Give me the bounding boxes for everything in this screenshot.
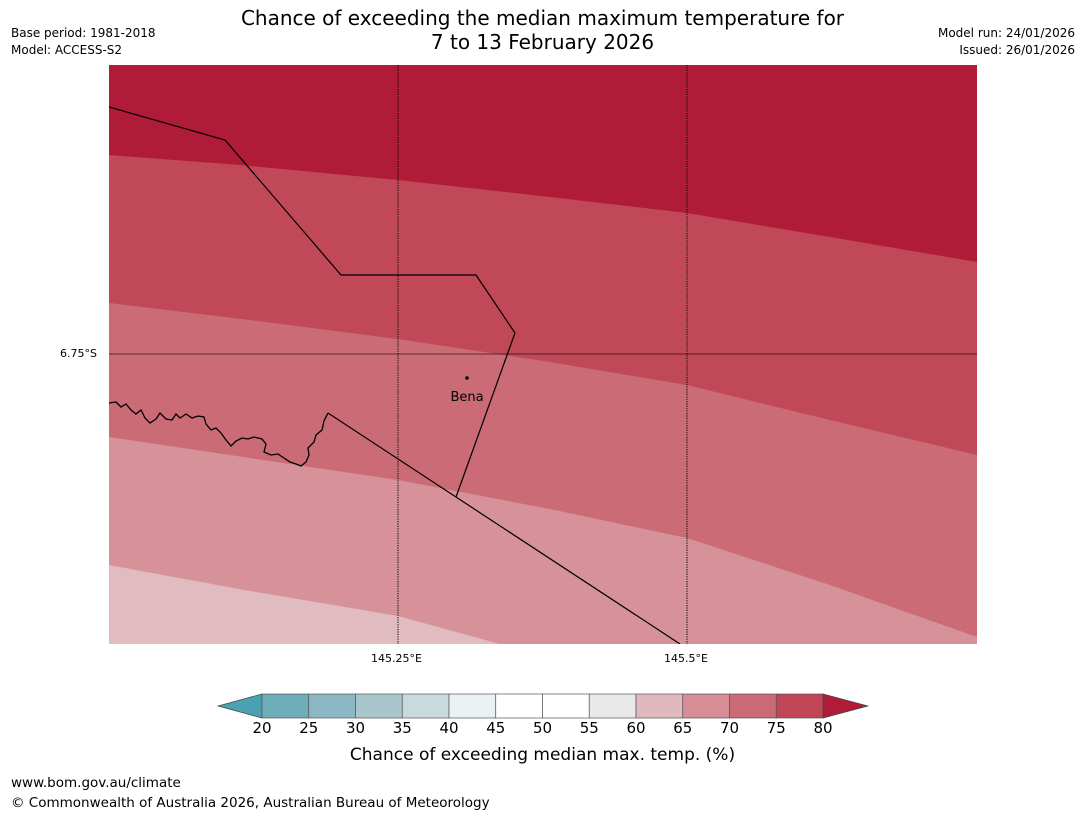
- footer-url: www.bom.gov.au/climate: [11, 775, 181, 791]
- colorbar-tick-40: 40: [439, 719, 459, 737]
- colorbar-tick-20: 20: [252, 719, 272, 737]
- colorbar-tick-60: 60: [626, 719, 646, 737]
- colorbar-tick-70: 70: [719, 719, 740, 737]
- band-65: [109, 437, 977, 644]
- province-border: [109, 106, 516, 498]
- colorbar-ticks: 20 25 30 35 40 45 50 55 60 65 70 75 80: [0, 719, 1085, 739]
- map-title: Chance of exceeding the median maximum t…: [0, 6, 1085, 54]
- colorbar-tick-80: 80: [813, 719, 833, 737]
- colorbar-tick-55: 55: [579, 719, 599, 737]
- province-border-south: [327, 412, 681, 644]
- longitude-label-145-5: 145.5°E: [664, 652, 708, 665]
- river-boundary: [109, 401, 329, 467]
- bena-label: Bena: [450, 390, 483, 405]
- metadata-left: Base period: 1981-2018 Model: ACCESS-S2: [11, 25, 156, 59]
- colorbar-tick-25: 25: [299, 719, 319, 737]
- longitude-label-145-25: 145.25°E: [371, 652, 422, 665]
- base-period: Base period: 1981-2018: [11, 26, 156, 40]
- issued-date: Issued: 26/01/2026: [959, 43, 1075, 57]
- footer-copyright: © Commonwealth of Australia 2026, Austra…: [11, 795, 490, 811]
- bena-marker: [465, 376, 469, 380]
- title-line-2: 7 to 13 February 2026: [430, 30, 655, 54]
- model-name: Model: ACCESS-S2: [11, 43, 123, 57]
- title-line-1: Chance of exceeding the median maximum t…: [240, 6, 845, 30]
- colorbar-tick-50: 50: [532, 719, 553, 737]
- colorbar-label: Chance of exceeding median max. temp. (%…: [349, 745, 736, 765]
- colorbar-tick-65: 65: [673, 719, 693, 737]
- colorbar-tick-30: 30: [345, 719, 366, 737]
- band-60: [109, 565, 500, 644]
- colorbar-tick-75: 75: [766, 719, 786, 737]
- colorbar-tick-45: 45: [486, 719, 506, 737]
- metadata-right: Model run: 24/01/2026 Issued: 26/01/2026: [938, 25, 1075, 59]
- latitude-label: 6.75°S: [60, 347, 97, 360]
- model-run: Model run: 24/01/2026: [937, 26, 1075, 40]
- colorbar-tick-35: 35: [392, 719, 412, 737]
